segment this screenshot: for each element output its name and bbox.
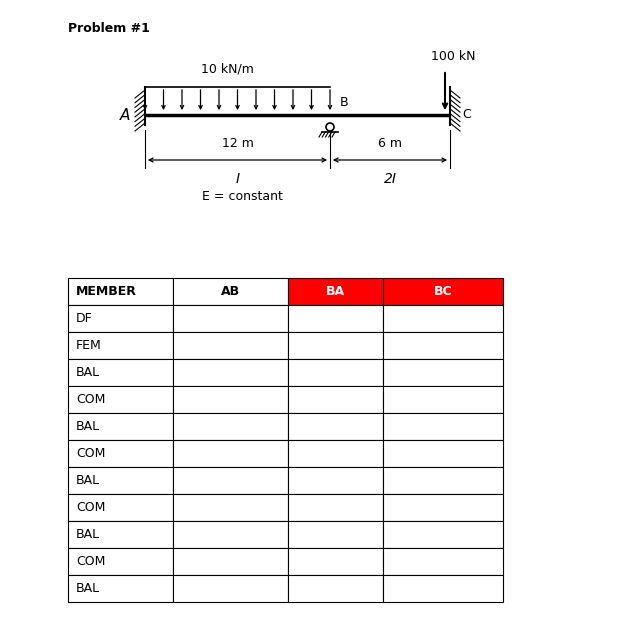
Bar xyxy=(383,575,503,602)
Bar xyxy=(383,494,503,521)
Text: 100 kN: 100 kN xyxy=(431,50,475,63)
Bar xyxy=(288,278,383,305)
Bar xyxy=(68,359,173,386)
Bar xyxy=(288,386,383,413)
Bar xyxy=(68,440,173,467)
Text: FEM: FEM xyxy=(76,339,102,352)
Bar xyxy=(383,386,503,413)
Bar xyxy=(173,440,288,467)
Text: DF: DF xyxy=(76,312,93,325)
Bar xyxy=(288,521,383,548)
Bar xyxy=(383,359,503,386)
Bar xyxy=(173,359,288,386)
Text: B: B xyxy=(340,96,349,109)
Bar xyxy=(383,413,503,440)
Text: 12 m: 12 m xyxy=(222,137,253,150)
Bar xyxy=(173,413,288,440)
Text: Problem #1: Problem #1 xyxy=(68,22,150,35)
Text: AB: AB xyxy=(221,285,240,298)
Bar xyxy=(173,386,288,413)
Bar xyxy=(68,548,173,575)
Bar xyxy=(68,305,173,332)
Text: 10 kN/m: 10 kN/m xyxy=(201,62,254,75)
Text: BA: BA xyxy=(326,285,345,298)
Bar xyxy=(288,305,383,332)
Bar xyxy=(288,494,383,521)
Text: 2I: 2I xyxy=(384,172,396,186)
Text: A: A xyxy=(120,107,130,123)
Bar xyxy=(173,278,288,305)
Bar xyxy=(68,521,173,548)
Bar xyxy=(173,521,288,548)
Text: BAL: BAL xyxy=(76,582,100,595)
Bar xyxy=(383,467,503,494)
Text: C: C xyxy=(462,109,470,122)
Text: COM: COM xyxy=(76,393,105,406)
Text: COM: COM xyxy=(76,447,105,460)
Bar xyxy=(288,467,383,494)
Text: BAL: BAL xyxy=(76,420,100,433)
Bar xyxy=(173,575,288,602)
Bar xyxy=(288,332,383,359)
Text: E = constant: E = constant xyxy=(202,190,283,203)
Bar xyxy=(173,548,288,575)
Bar xyxy=(383,548,503,575)
Bar xyxy=(173,467,288,494)
Text: 6 m: 6 m xyxy=(378,137,402,150)
Bar xyxy=(383,440,503,467)
Text: BAL: BAL xyxy=(76,528,100,541)
Text: I: I xyxy=(235,172,240,186)
Bar xyxy=(68,386,173,413)
Bar xyxy=(288,440,383,467)
Text: COM: COM xyxy=(76,555,105,568)
Bar xyxy=(383,305,503,332)
Bar xyxy=(383,278,503,305)
Bar xyxy=(68,413,173,440)
Bar xyxy=(173,305,288,332)
Bar xyxy=(288,575,383,602)
Bar xyxy=(383,332,503,359)
Text: MEMBER: MEMBER xyxy=(76,285,137,298)
Bar xyxy=(173,494,288,521)
Text: BC: BC xyxy=(434,285,452,298)
Bar xyxy=(288,413,383,440)
Text: COM: COM xyxy=(76,501,105,514)
Bar xyxy=(68,278,173,305)
Bar xyxy=(68,467,173,494)
Text: BAL: BAL xyxy=(76,474,100,487)
Bar xyxy=(68,332,173,359)
Bar xyxy=(68,575,173,602)
Bar xyxy=(383,521,503,548)
Bar xyxy=(288,359,383,386)
Bar xyxy=(68,494,173,521)
Bar xyxy=(173,332,288,359)
Bar xyxy=(288,548,383,575)
Text: BAL: BAL xyxy=(76,366,100,379)
